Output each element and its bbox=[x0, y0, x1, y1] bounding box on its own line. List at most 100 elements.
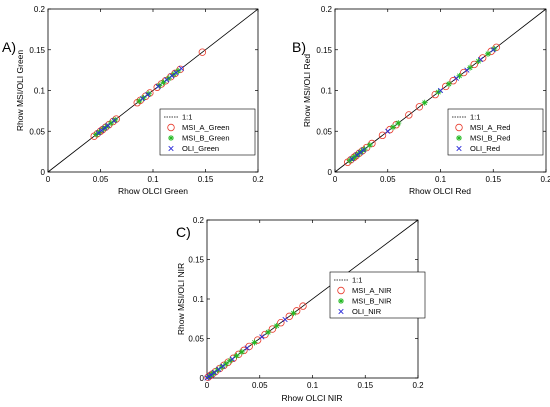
legend-label: MSI_A_Green bbox=[182, 123, 230, 132]
point-oli-red bbox=[490, 47, 496, 53]
point-msi-b-nir bbox=[251, 339, 258, 346]
y-tick-label: 0 bbox=[328, 168, 333, 177]
legend-label: OLI_Red bbox=[470, 144, 500, 153]
x-tick-label: 0.2 bbox=[412, 381, 424, 390]
point-msi-a-green bbox=[198, 48, 207, 56]
point-msi-b-nir bbox=[290, 310, 297, 317]
legend-swatch-msi-b-green bbox=[168, 135, 174, 141]
point-msi-b-red bbox=[467, 64, 474, 71]
point-msi-a-red bbox=[415, 103, 424, 111]
y-tick-label: 0.05 bbox=[316, 127, 332, 136]
panel-b-xlabel: Rhow OLCI Red bbox=[409, 186, 471, 196]
point-msi-b-green bbox=[136, 98, 143, 105]
x-tick-label: 0.15 bbox=[485, 175, 501, 184]
panel-c-label: C) bbox=[176, 224, 191, 240]
panel-b-label: B) bbox=[292, 39, 306, 55]
y-tick-label: 0.05 bbox=[29, 127, 45, 136]
point-oli-green bbox=[111, 118, 117, 124]
point-msi-a-nir bbox=[285, 312, 293, 321]
one-to-one-line bbox=[47, 8, 259, 173]
point-msi-b-red bbox=[484, 50, 491, 57]
legend-swatch-oli-green bbox=[168, 145, 174, 152]
point-oli-nir bbox=[229, 356, 235, 362]
point-oli-nir bbox=[244, 345, 250, 351]
y-tick-label: 0.15 bbox=[188, 256, 204, 265]
y-tick-label: 0.1 bbox=[321, 87, 333, 96]
point-msi-b-nir bbox=[233, 352, 240, 359]
panel-c-xlabel: Rhow OLCI NIR bbox=[282, 393, 343, 403]
legend-label: MSI_B_NIR bbox=[352, 297, 392, 306]
point-oli-green bbox=[173, 69, 179, 76]
point-msi-b-red bbox=[390, 124, 397, 131]
point-oli-nir bbox=[211, 369, 218, 376]
point-oli-red bbox=[453, 75, 459, 81]
point-msi-a-red bbox=[460, 68, 468, 77]
x-tick-label: 0.05 bbox=[380, 175, 396, 184]
x-tick-label: 0.1 bbox=[307, 381, 319, 390]
y-tick-label: 0 bbox=[41, 168, 46, 177]
point-oli-nir bbox=[259, 334, 265, 340]
panel-c-ylabel: Rhow MSI/OLI NIR bbox=[176, 263, 186, 335]
point-msi-b-nir bbox=[265, 329, 272, 336]
point-msi-b-red bbox=[395, 120, 402, 127]
legend-label-one-to-one: 1:1 bbox=[352, 276, 362, 285]
x-tick-label: 0 bbox=[333, 175, 338, 184]
x-tick-label: 0.15 bbox=[198, 175, 214, 184]
point-oli-red bbox=[357, 149, 363, 156]
point-oli-nir bbox=[215, 366, 222, 372]
point-msi-b-green bbox=[108, 120, 114, 127]
legend-label: OLI_Green bbox=[182, 144, 219, 153]
point-msi-b-red bbox=[445, 80, 452, 87]
y-tick-label: 0.2 bbox=[193, 216, 205, 225]
panel-b-marks bbox=[334, 8, 547, 173]
y-tick-label: 0.15 bbox=[316, 46, 332, 55]
panel-b-ylabel: Rhow MSI/OLI Red bbox=[302, 54, 312, 127]
point-oli-red bbox=[464, 67, 470, 73]
y-tick-label: 0.2 bbox=[321, 5, 333, 14]
point-msi-b-nir bbox=[273, 322, 280, 329]
panel-a-ylabel: Rhow MSI/OLI Green bbox=[15, 50, 25, 132]
point-oli-green bbox=[139, 96, 146, 102]
point-oli-green bbox=[178, 65, 184, 72]
legend-swatch-oli-red bbox=[456, 145, 462, 152]
y-tick-label: 0.1 bbox=[34, 87, 46, 96]
legend-swatch-msi-b-red bbox=[456, 135, 462, 141]
point-msi-b-nir bbox=[238, 348, 245, 355]
legend-label: MSI_A_NIR bbox=[352, 286, 392, 295]
legend-label: OLI_NIR bbox=[352, 307, 382, 316]
panel-a-label: A) bbox=[2, 39, 16, 55]
point-oli-green bbox=[155, 83, 161, 90]
legend-label: MSI_B_Green bbox=[182, 134, 230, 143]
x-tick-label: 0 bbox=[205, 381, 210, 390]
legend-box bbox=[447, 108, 544, 156]
panel-c: C) 0 0.05 0.1 0.15 0.2 0 0.05 0.1 0.15 0.2 Rhow O… bbox=[176, 216, 426, 403]
y-tick-label: 0.2 bbox=[34, 5, 46, 14]
point-oli-red bbox=[349, 156, 355, 162]
legend-swatch-oli-nir bbox=[338, 308, 344, 315]
legend-label: MSI_B_Red bbox=[470, 134, 510, 143]
x-tick-label: 0.1 bbox=[435, 175, 447, 184]
panel-b-axes: 0 0.05 0.1 0.15 0.2 0 0.05 0.1 0.15 0.2 bbox=[316, 5, 550, 184]
x-tick-label: 0 bbox=[46, 175, 51, 184]
legend-box bbox=[329, 271, 426, 319]
point-oli-red bbox=[360, 147, 367, 153]
legend-label: MSI_A_Red bbox=[470, 123, 510, 132]
panel-a-marks bbox=[47, 8, 259, 173]
panel-b: B) 0 0.05 0.1 0.15 0.2 0 0.05 0.1 0.15 0.2 Rhow O… bbox=[292, 5, 550, 196]
panel-c-marks bbox=[204, 219, 419, 381]
point-oli-red bbox=[385, 128, 391, 134]
panel-a-axes: 0 0.05 0.1 0.15 0.2 0 0.05 0.1 0.15 0.2 bbox=[29, 5, 264, 184]
point-oli-red bbox=[477, 56, 484, 63]
legend-label-one-to-one: 1:1 bbox=[470, 113, 480, 122]
point-oli-nir bbox=[282, 316, 288, 323]
point-oli-green bbox=[169, 73, 175, 79]
point-msi-a-red bbox=[449, 77, 457, 85]
point-oli-red bbox=[354, 152, 360, 158]
legend-label-one-to-one: 1:1 bbox=[182, 113, 192, 122]
point-oli-green bbox=[105, 122, 111, 129]
point-msi-b-red bbox=[366, 142, 373, 149]
